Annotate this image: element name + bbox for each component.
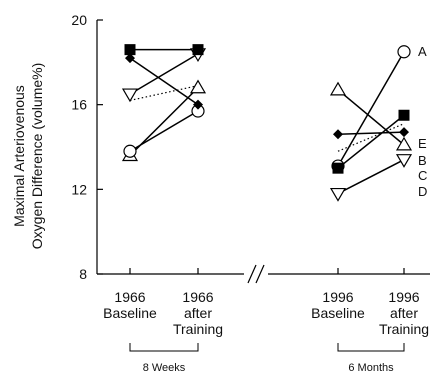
- series-d-line: [337, 159, 405, 195]
- series-a-line: [337, 51, 405, 167]
- series-e-point: [124, 44, 136, 56]
- series-c-line: [129, 87, 199, 156]
- series-c-point: [329, 81, 347, 96]
- series-b-line: [337, 131, 405, 136]
- series-b-point: [333, 129, 343, 140]
- series-markers: [121, 44, 413, 202]
- series-b-line: [129, 57, 199, 106]
- y-tick-label: 8: [79, 266, 87, 282]
- x-category-label: 1996: [388, 289, 419, 305]
- axis-break-mark-2: [255, 264, 265, 284]
- y-tick-label: 12: [71, 181, 87, 197]
- axes: [96, 20, 430, 284]
- y-tick-label: 20: [71, 12, 87, 28]
- series-d-point: [395, 154, 413, 168]
- series-d-point: [121, 88, 139, 103]
- period-label: 6 Months: [348, 362, 394, 374]
- x-category-labels: 1966Baseline1966afterTraining1996Baselin…: [103, 268, 429, 337]
- series-label-a: A: [418, 44, 427, 59]
- series-c-point: [189, 79, 207, 94]
- x-category-label: Training: [173, 321, 223, 337]
- series-lines: [129, 48, 405, 195]
- x-category-label: 1996: [322, 289, 353, 305]
- series-c-line: [337, 89, 405, 146]
- x-category-label: after: [184, 305, 212, 321]
- series-e-point: [192, 44, 204, 56]
- series-b-point: [125, 53, 135, 64]
- series-e-point: [398, 109, 410, 121]
- y-axis-label-line-1: Maximal Arteriovenous: [11, 85, 27, 227]
- series-b-point: [193, 99, 203, 110]
- y-ticks: 8 12 16 20: [71, 12, 103, 282]
- series-a-point: [397, 45, 411, 59]
- series-d-line: [129, 53, 199, 95]
- series-label-c: C: [418, 168, 427, 183]
- x-category-label: after: [390, 305, 418, 321]
- series-c-point: [395, 136, 413, 151]
- x-category-label: 1966: [114, 289, 145, 305]
- series-labels: A BCD E: [418, 44, 427, 199]
- series-a-point: [123, 144, 137, 158]
- x-category-label: Baseline: [311, 305, 365, 321]
- y-tick-label: 16: [71, 97, 87, 113]
- series-b-point: [399, 127, 409, 138]
- series-label-d: D: [418, 184, 427, 199]
- period-bracket: [129, 343, 199, 352]
- series-label-e: E: [418, 136, 427, 151]
- x-category-label: 1966: [182, 289, 213, 305]
- series-d-point: [329, 187, 347, 202]
- series-e-line: [337, 114, 405, 169]
- y-axis-label-line-2: Oxygen Difference (volume%): [29, 63, 45, 249]
- series-label-b: B: [418, 153, 427, 168]
- period-bracket: [337, 343, 405, 352]
- series-e-point: [332, 162, 344, 174]
- x-category-label: Baseline: [103, 305, 157, 321]
- axis-break-mark-1: [247, 264, 257, 284]
- y-axis-label: Maximal Arteriovenous Oxygen Difference …: [11, 63, 45, 249]
- x-category-label: Training: [379, 321, 429, 337]
- period-label: 8 Weeks: [143, 362, 186, 374]
- period-brackets: 8 Weeks 6 Months: [129, 343, 405, 374]
